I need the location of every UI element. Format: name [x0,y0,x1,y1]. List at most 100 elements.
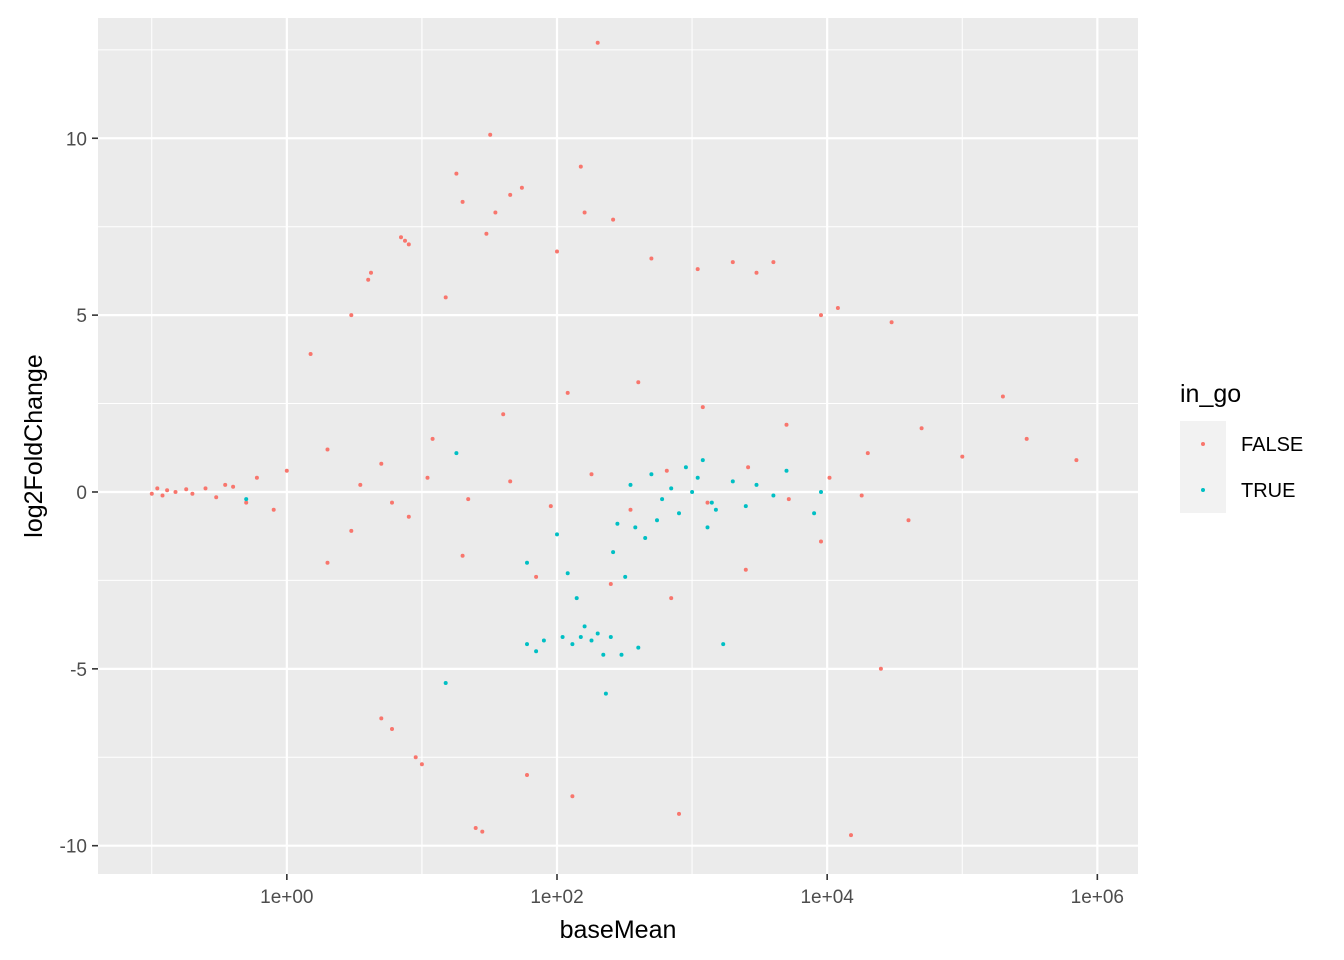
point-false [379,716,384,721]
point-false [589,472,594,477]
x-axis-title: baseMean [560,916,677,944]
y-tick-label: 0 [76,483,87,504]
point-false [835,306,840,310]
point-false [519,185,524,190]
point-false [325,447,330,452]
point-false [223,482,228,487]
point-true [601,652,606,657]
point-false [819,539,823,544]
x-tick-label: 1e+06 [1071,887,1124,908]
point-false [403,238,407,243]
point-true [623,574,628,579]
point-false [919,426,924,431]
point-false [366,277,371,282]
point-false [284,468,289,473]
point-false [865,451,870,456]
point-false [460,553,465,558]
point-true [541,638,546,643]
point-true [677,511,681,516]
point-false [484,231,489,236]
point-true [705,525,710,530]
point-false [214,495,219,500]
legend-label-false: FALSE [1241,434,1303,456]
panel-background [98,18,1138,874]
point-false [906,518,911,523]
point-false [611,217,616,222]
point-false [155,486,160,491]
point-true [690,490,695,494]
point-false [480,829,485,834]
point-true [608,635,613,639]
legend-item-true: TRUE [1180,467,1295,513]
point-true [611,550,616,555]
point-true [603,691,608,696]
point-false [488,132,493,137]
point-true [643,536,648,540]
y-tick-label: -10 [60,837,87,858]
point-false [231,484,236,489]
point-false [578,164,583,169]
legend-label-true: TRUE [1241,480,1295,502]
point-true [819,490,823,494]
point-false [430,436,435,441]
point-false [570,794,575,799]
y-tick-label: 10 [66,129,87,150]
point-true [619,652,624,657]
point-false [349,313,354,318]
point-true [244,497,249,502]
point-false [508,479,513,484]
legend-swatch-false [1201,442,1205,446]
point-true [754,482,759,487]
point-false [254,475,259,480]
point-true [628,482,633,487]
point-false [555,249,559,254]
point-false [595,40,600,45]
x-axis-ticks: 1e+00 1e+02 1e+04 1e+06 [260,874,1124,908]
point-true [570,642,575,647]
point-true [615,521,620,526]
point-true [695,475,700,480]
point-false [413,755,418,760]
point-false [325,560,330,565]
point-true [660,497,665,502]
point-true [700,458,705,463]
point-true [743,504,748,509]
point-true [534,649,539,654]
point-false [695,267,700,272]
legend-title: in_go [1180,380,1241,408]
point-false [582,210,587,215]
point-false [754,270,759,275]
point-true [633,525,638,530]
point-true [730,479,735,484]
point-false [859,493,864,498]
point-false [406,242,411,247]
point-true [582,624,587,629]
point-false [784,422,789,427]
y-axis-ticks: -10 -5 0 5 10 [60,129,98,858]
point-false [525,773,529,777]
point-false [677,811,681,816]
x-tick-label: 1e+04 [800,887,854,908]
point-true [560,635,565,639]
point-false [425,475,430,480]
point-false [184,487,189,492]
point-false [960,454,965,459]
point-true [454,451,459,456]
x-tick-label: 1e+02 [530,887,583,908]
point-false [399,235,403,240]
data-points [149,40,1079,838]
point-true [812,511,817,516]
point-false [149,491,154,496]
x-tick-label: 1e+00 [260,887,313,908]
legend: in_go FALSE TRUE [1180,380,1303,513]
point-false [700,405,705,410]
point-false [730,260,735,265]
point-false [743,567,748,572]
point-true [713,507,718,512]
point-true [574,596,579,601]
point-false [548,504,553,509]
point-true [555,532,559,537]
point-true [683,465,688,470]
point-false [271,507,276,512]
